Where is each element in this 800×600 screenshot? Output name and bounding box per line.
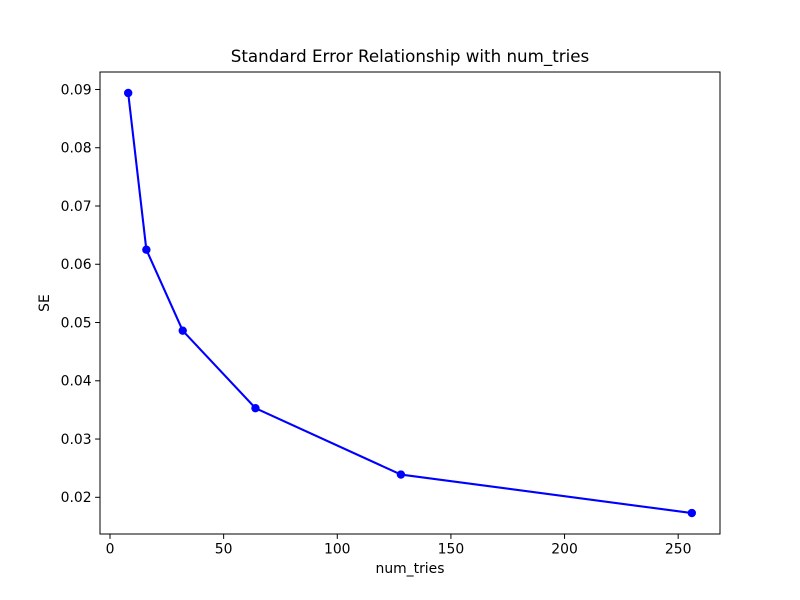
data-point-marker bbox=[142, 245, 151, 254]
data-point-marker bbox=[178, 326, 187, 335]
x-tick-label: 50 bbox=[215, 541, 233, 557]
y-tick-label: 0.08 bbox=[61, 141, 92, 157]
y-tick-label: 0.04 bbox=[61, 374, 92, 390]
data-point-marker bbox=[123, 88, 133, 98]
y-tick-label: 0.03 bbox=[61, 432, 92, 448]
plot-area-border bbox=[99, 71, 721, 535]
data-point-marker bbox=[251, 403, 260, 413]
y-tick-label: 0.09 bbox=[61, 82, 92, 98]
x-tick-label: 100 bbox=[324, 541, 351, 557]
x-tick-label: 200 bbox=[551, 541, 578, 557]
x-tick-label: 250 bbox=[665, 541, 692, 557]
x-tick-label: 0 bbox=[106, 541, 115, 557]
y-tick-label: 0.06 bbox=[61, 257, 92, 273]
chart-title: Standard Error Relationship with num_tri… bbox=[231, 46, 589, 67]
y-axis-label: SE bbox=[37, 294, 53, 312]
y-tick-label: 0.07 bbox=[61, 199, 92, 215]
data-point-marker bbox=[396, 470, 406, 479]
y-tick-label: 0.02 bbox=[61, 490, 92, 506]
series-line bbox=[127, 91, 693, 515]
y-tick-label: 0.05 bbox=[61, 315, 92, 331]
x-tick-label: 150 bbox=[438, 541, 465, 557]
data-point-marker bbox=[687, 508, 697, 518]
x-axis-label: num_tries bbox=[376, 561, 445, 577]
